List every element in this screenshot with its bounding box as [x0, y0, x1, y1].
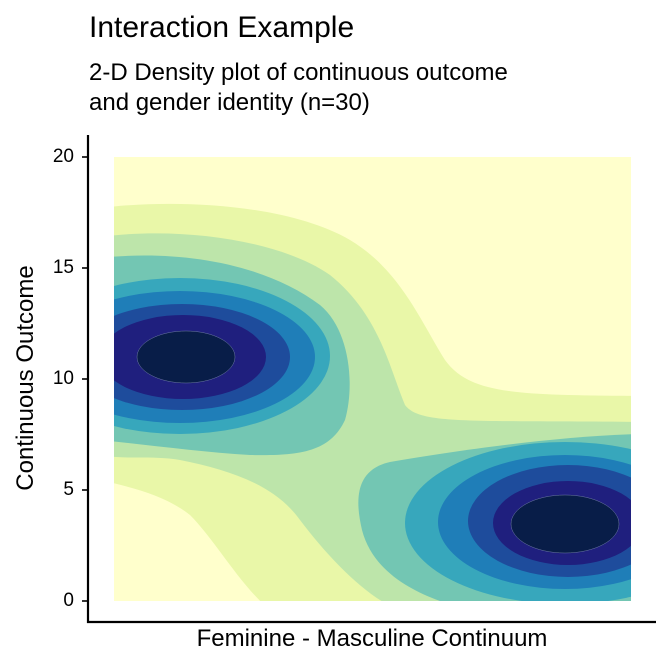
y-tick-label-10: 10: [52, 368, 74, 389]
y-tick-label-15: 15: [52, 257, 74, 278]
subtitle-line-2: and gender identity (n=30): [89, 89, 370, 116]
y-tick-marks: [82, 156, 88, 602]
chart-title: Interaction Example: [89, 11, 355, 44]
y-axis-label: Continuous Outcome: [12, 265, 39, 491]
chart-subtitle: 2-D Density plot of continuous outcome a…: [89, 58, 649, 118]
y-tick-label-0: 0: [63, 590, 74, 611]
plot-panel: [114, 157, 631, 601]
y-tick-label-20: 20: [52, 146, 74, 167]
y-tick-label-5: 5: [63, 479, 74, 500]
subtitle-line-1: 2-D Density plot of continuous outcome: [89, 59, 508, 86]
contour-peak-right: [510, 494, 620, 554]
x-axis-label: Feminine - Masculine Continuum: [196, 625, 548, 652]
contour-peak-left: [136, 330, 236, 384]
